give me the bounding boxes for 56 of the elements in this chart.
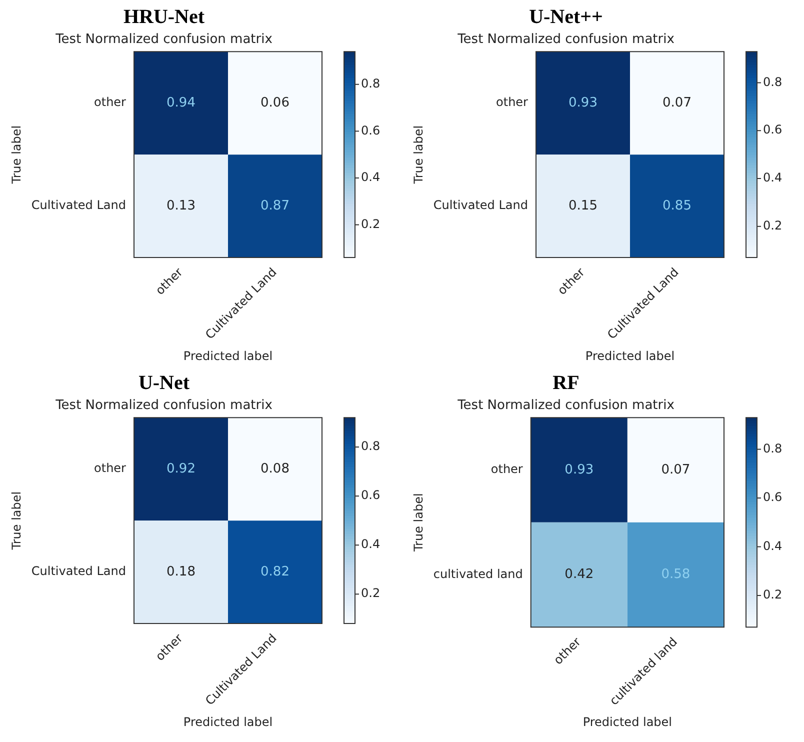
color-bar-label: 0.8 — [361, 439, 380, 454]
data-label: 0.06 — [260, 95, 290, 110]
color-bar-label: 0.4 — [763, 538, 782, 553]
data-label: 0.87 — [260, 198, 290, 214]
chart-subtitle: Test Normalized confusion matrix — [54, 32, 273, 48]
data-label: 0.42 — [564, 567, 594, 582]
y-axis-title: True label — [411, 493, 426, 553]
color-bar-label: 0.2 — [763, 588, 782, 602]
chart-subtitle: Test Normalized confusion matrix — [54, 398, 273, 414]
chart-title: U-Net — [138, 372, 190, 394]
x-axis-title: Predicted label — [585, 348, 675, 363]
data-label: 0.07 — [662, 95, 692, 110]
color-bar-label: 0.2 — [361, 586, 380, 600]
color-bar-label: 0.4 — [361, 170, 380, 184]
data-label: 0.08 — [260, 461, 290, 476]
chart-title: HRU-Net — [123, 6, 205, 28]
data-label: 0.94 — [166, 95, 196, 110]
chart-subtitle: Test Normalized confusion matrix — [456, 32, 675, 48]
data-label: 0.93 — [564, 462, 594, 478]
y-tick-label: Cultivated Land — [31, 198, 126, 212]
data-label: 0.18 — [166, 564, 196, 580]
color-bar-label: 0.6 — [361, 123, 380, 138]
data-label: 0.07 — [661, 462, 690, 478]
y-tick-label: other — [94, 461, 126, 476]
data-label: 0.13 — [166, 198, 196, 214]
y-axis-title: True label — [9, 125, 24, 185]
data-label: 0.93 — [568, 95, 598, 110]
chart-title: U-Net++ — [529, 6, 603, 28]
y-tick-label: Cultivated Land — [31, 564, 126, 578]
data-label: 0.92 — [166, 461, 196, 476]
y-tick-label: Cultivated Land — [433, 198, 528, 212]
y-tick-label: other — [490, 462, 523, 476]
x-axis-title: Predicted label — [582, 714, 672, 729]
color-bar-label: 0.6 — [763, 122, 782, 137]
y-tick-label: cultivated land — [433, 566, 523, 581]
data-label: 0.15 — [568, 198, 598, 214]
y-axis-title: True label — [411, 125, 426, 185]
color-bar-label: 0.2 — [763, 218, 782, 233]
y-axis-title: True label — [9, 491, 24, 551]
data-label: 0.82 — [260, 564, 290, 580]
color-bar-label: 0.8 — [763, 441, 782, 456]
color-bar-label: 0.6 — [361, 488, 380, 502]
color-bar-label: 0.6 — [763, 490, 782, 504]
color-bar-label: 0.4 — [361, 537, 380, 552]
x-axis-title: Predicted label — [183, 714, 273, 729]
color-bar-label: 0.8 — [361, 76, 380, 90]
y-tick-label: other — [94, 95, 126, 110]
color-bar-label: 0.2 — [361, 216, 380, 231]
x-axis-title: Predicted label — [183, 348, 273, 363]
chart-subtitle: Test Normalized confusion matrix — [456, 398, 675, 414]
color-bar-label: 0.8 — [763, 74, 782, 89]
color-bar-label: 0.4 — [763, 170, 782, 185]
chart-title: RF — [552, 372, 580, 394]
data-label: 0.85 — [662, 198, 692, 214]
data-label: 0.58 — [661, 567, 690, 582]
y-tick-label: other — [496, 95, 528, 110]
